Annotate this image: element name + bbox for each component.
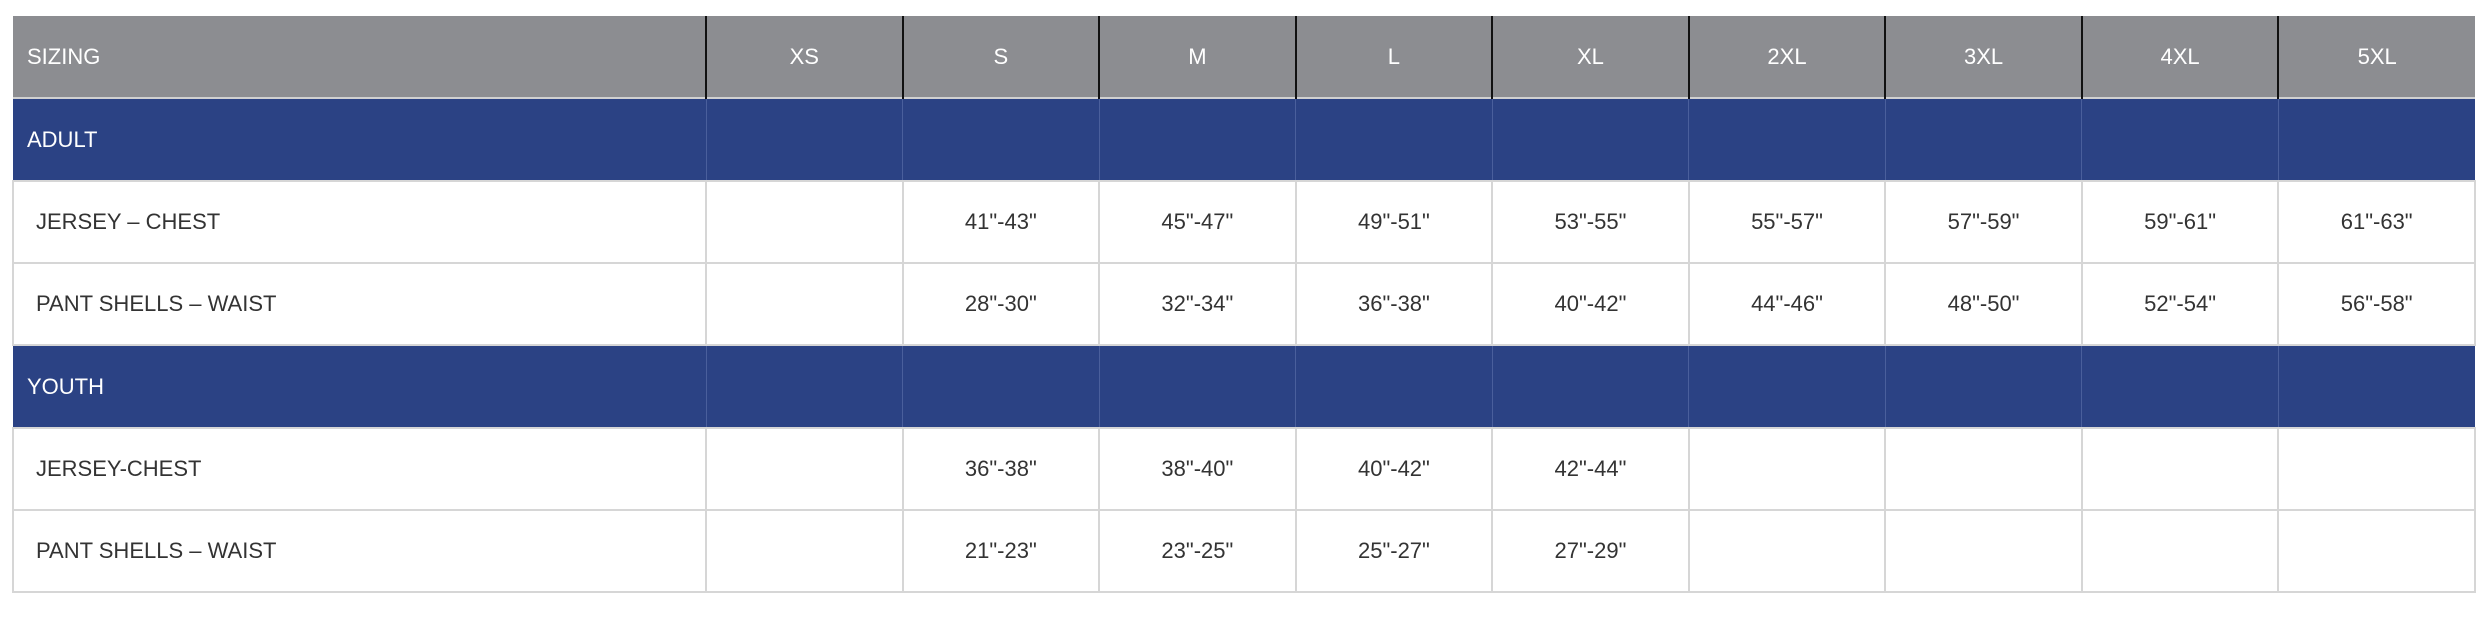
table-row: JERSEY-CHEST 36"-38" 38"-40" 40"-42" 42"-44" — [12, 427, 2476, 511]
size-cell: 57"-59" — [1884, 180, 2083, 264]
size-cell: 52"-54" — [2080, 262, 2280, 346]
size-cell: 28"-30" — [901, 262, 1101, 346]
header-size-l: L — [1294, 16, 1493, 98]
size-cell: 41"-43" — [901, 180, 1101, 264]
header-size-5xl: 5XL — [2277, 16, 2475, 98]
size-cell: 55"-57" — [1687, 180, 1887, 264]
size-cell — [1884, 427, 2083, 511]
size-cell: 21"-23" — [901, 509, 1101, 593]
section-cell — [1098, 97, 1296, 181]
header-size-2xl: 2XL — [1687, 16, 1886, 98]
section-cell — [2081, 97, 2279, 181]
section-cell — [1884, 344, 2082, 428]
row-label: PANT SHELLS – WAIST — [12, 262, 707, 346]
section-cell — [1295, 344, 1493, 428]
table-row: PANT SHELLS – WAIST 21"-23" 23"-25" 25"-27"… — [12, 509, 2476, 593]
size-cell — [1884, 509, 2083, 593]
size-cell — [2080, 427, 2280, 511]
size-cell: 49"-51" — [1294, 180, 1494, 264]
size-cell: 44"-46" — [1687, 262, 1887, 346]
row-label: PANT SHELLS – WAIST — [12, 509, 707, 593]
section-row-adult: ADULT — [13, 97, 2475, 181]
section-cell — [2277, 97, 2475, 181]
row-label: JERSEY – CHEST — [12, 180, 707, 264]
size-cell: 23"-25" — [1098, 509, 1297, 593]
size-cell: 40"-42" — [1491, 262, 1690, 346]
section-cell — [1491, 344, 1689, 428]
size-cell: 53"-55" — [1491, 180, 1690, 264]
section-cell — [1295, 97, 1493, 181]
size-cell — [705, 427, 904, 511]
size-cell — [2277, 427, 2476, 511]
section-cell — [1098, 344, 1296, 428]
size-cell: 59"-61" — [2080, 180, 2280, 264]
section-cell — [902, 344, 1100, 428]
size-cell: 25"-27" — [1294, 509, 1494, 593]
section-cell — [902, 97, 1100, 181]
section-label: YOUTH — [13, 344, 706, 428]
table-row: JERSEY – CHEST 41"-43" 45"-47" 49"-51" 53"-5… — [12, 180, 2476, 264]
section-cell — [1688, 344, 1886, 428]
size-cell — [1687, 509, 1887, 593]
size-cell: 36"-38" — [1294, 262, 1494, 346]
header-size-m: M — [1098, 16, 1296, 98]
size-cell: 38"-40" — [1098, 427, 1297, 511]
header-row: SIZING XS S M L XL 2XL 3XL 4XL 5XL — [13, 16, 2475, 98]
size-cell — [1687, 427, 1887, 511]
section-cell — [2277, 344, 2475, 428]
section-cell — [705, 344, 903, 428]
section-cell — [1491, 97, 1689, 181]
size-cell: 42"-44" — [1491, 427, 1690, 511]
size-cell — [2080, 509, 2280, 593]
header-size-s: S — [901, 16, 1100, 98]
size-cell — [705, 509, 904, 593]
size-cell: 56"-58" — [2277, 262, 2476, 346]
sizing-table: SIZING XS S M L XL 2XL 3XL 4XL 5XL ADULT JERSEY – … — [12, 16, 2476, 593]
section-cell — [1688, 97, 1886, 181]
header-sizing: SIZING — [13, 16, 706, 98]
size-cell: 27"-29" — [1491, 509, 1690, 593]
section-label: ADULT — [13, 97, 706, 181]
size-cell: 45"-47" — [1098, 180, 1297, 264]
size-cell: 40"-42" — [1294, 427, 1494, 511]
header-size-3xl: 3XL — [1884, 16, 2082, 98]
size-cell: 36"-38" — [901, 427, 1101, 511]
header-size-xs: XS — [705, 16, 903, 98]
size-cell: 32"-34" — [1098, 262, 1297, 346]
size-cell — [705, 262, 904, 346]
row-label: JERSEY-CHEST — [12, 427, 707, 511]
size-cell: 61"-63" — [2277, 180, 2476, 264]
section-cell — [705, 97, 903, 181]
table-row: PANT SHELLS – WAIST 28"-30" 32"-34" 36"-38"… — [12, 262, 2476, 346]
size-cell — [2277, 509, 2476, 593]
section-cell — [2081, 344, 2279, 428]
header-size-4xl: 4XL — [2080, 16, 2279, 98]
header-size-xl: XL — [1491, 16, 1689, 98]
size-cell — [705, 180, 904, 264]
section-row-youth: YOUTH — [13, 344, 2475, 428]
section-cell — [1884, 97, 2082, 181]
size-cell: 48"-50" — [1884, 262, 2083, 346]
